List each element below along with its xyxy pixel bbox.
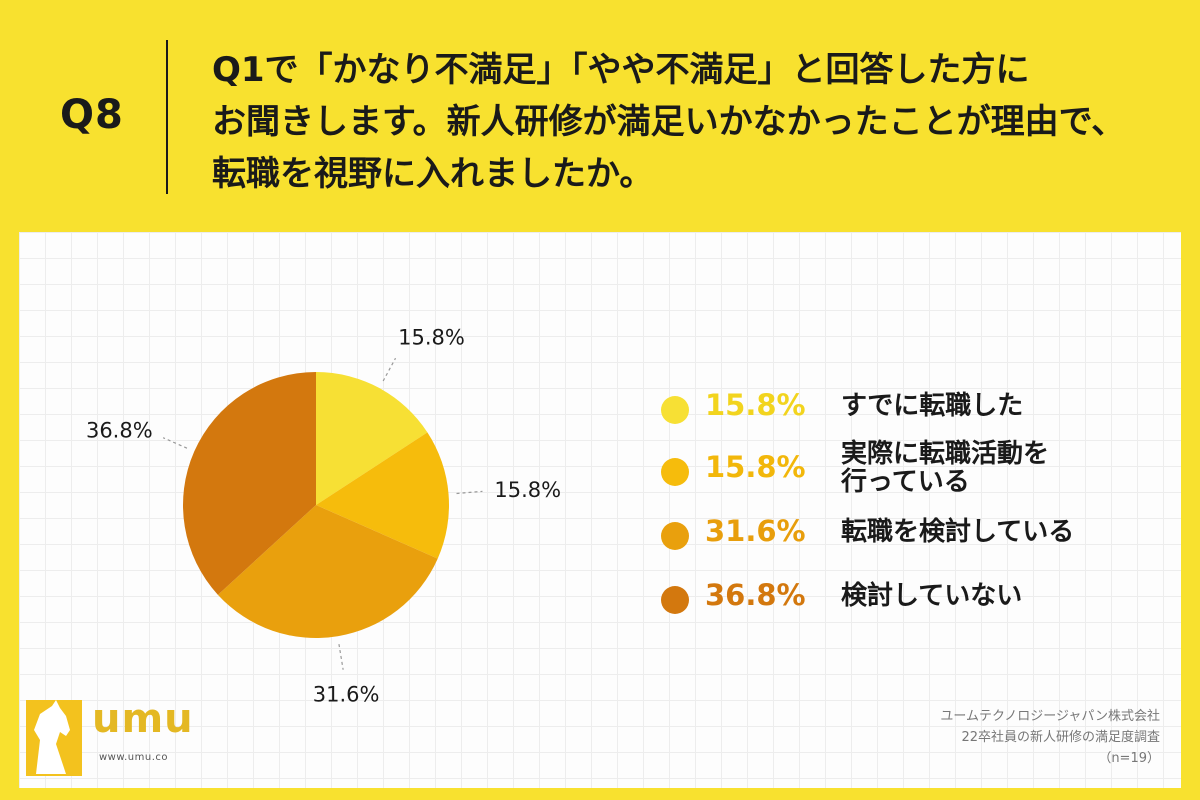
legend-label-line: 行っている xyxy=(841,467,970,497)
pie-slice xyxy=(182,372,316,595)
chart-panel: 15.8% 15.8% 31.6% 36.8% 15.8% すでに転職した 15.8%… xyxy=(19,232,1181,788)
question-header: Q8 Q1で「かなり不満足」「やや不満足」と回答した方に お聞きします。新人研修… xyxy=(0,0,1200,232)
legend-percent: 15.8% xyxy=(705,388,806,422)
question-line: Q1で「かなり不満足」「やや不満足」と回答した方に xyxy=(212,50,1030,90)
question-number: Q8 xyxy=(60,92,124,138)
header-divider xyxy=(166,40,168,194)
legend-item: 15.8% すでに転職した xyxy=(661,388,1161,452)
pie-data-label: 31.6% xyxy=(313,683,380,707)
legend-dot-icon xyxy=(661,458,689,486)
legend-dot-icon xyxy=(661,522,689,550)
leader-line xyxy=(162,437,188,449)
legend-percent: 36.8% xyxy=(705,578,806,612)
legend-item: 31.6% 転職を検討している xyxy=(661,514,1161,578)
source-line: （n=19） xyxy=(1098,751,1160,766)
logo-url: www.umu.co xyxy=(99,752,169,763)
legend-item: 36.8% 検討していない xyxy=(661,578,1161,642)
legend-label: 実際に転職活動を 行っている xyxy=(841,440,1049,496)
legend-label: 検討していない xyxy=(841,582,1022,610)
legend-item: 15.8% 実際に転職活動を 行っている xyxy=(661,440,1161,514)
logo-wordmark: umu xyxy=(92,696,194,742)
pie-slice xyxy=(316,372,428,505)
leader-line xyxy=(456,490,483,495)
legend-dot-icon xyxy=(661,586,689,614)
question-line: お聞きします。新人研修が満足いかなかったことが理由で、 xyxy=(212,102,1126,142)
source-line: 22卒社員の新人研修の満足度調査 xyxy=(961,730,1160,745)
legend-label: すでに転職した xyxy=(841,392,1023,420)
legend-percent: 31.6% xyxy=(705,514,806,548)
legend-label-line: 転職を検討している xyxy=(841,517,1075,547)
legend-label-line: 検討していない xyxy=(841,581,1023,611)
pie-slice xyxy=(316,432,450,559)
question-line: 転職を視野に入れましたか。 xyxy=(212,154,654,194)
pie-data-label: 15.8% xyxy=(398,325,465,349)
question-text: Q1で「かなり不満足」「やや不満足」と回答した方に お聞きします。新人研修が満足… xyxy=(212,44,1172,200)
pie-slice xyxy=(217,505,438,638)
legend-percent: 15.8% xyxy=(705,450,806,484)
pie-data-label: 36.8% xyxy=(86,418,153,442)
horse-logo-icon xyxy=(26,700,82,776)
legend-label: 転職を検討している xyxy=(841,518,1074,546)
umu-logo: umu www.umu.co xyxy=(26,696,226,780)
leader-line xyxy=(338,644,344,670)
source-note: ユームテクノロジージャパン株式会社 22卒社員の新人研修の満足度調査 （n=19… xyxy=(800,706,1160,769)
pie-chart: 15.8% 15.8% 31.6% 36.8% xyxy=(86,325,561,707)
legend-label-line: すでに転職した xyxy=(841,391,1024,421)
pie-data-label: 15.8% xyxy=(494,478,561,502)
legend-dot-icon xyxy=(661,396,689,424)
leader-line xyxy=(382,357,397,382)
source-line: ユームテクノロジージャパン株式会社 xyxy=(940,709,1160,724)
legend-label-line: 実際に転職活動を xyxy=(841,439,1050,469)
